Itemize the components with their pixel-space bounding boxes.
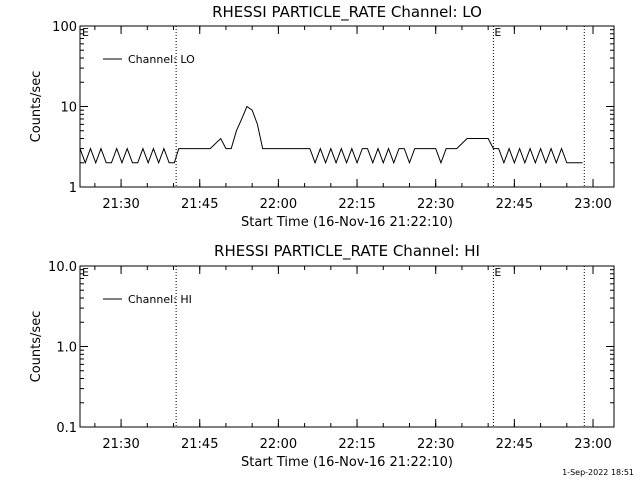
timestamp-label: 1-Sep-2022 18:51 <box>562 468 634 477</box>
y-tick-label: 1 <box>69 181 77 196</box>
x-tick-label: 21:30 <box>102 437 139 452</box>
y-tick-label: 10.0 <box>48 260 77 275</box>
y-tick-label: 100 <box>52 20 77 35</box>
x-axis-label: Start Time (16-Nov-16 21:22:10) <box>241 215 453 230</box>
corner-flag-label: E <box>82 266 89 279</box>
x-tick-label: 22:15 <box>338 197 375 212</box>
x-tick-label: 22:00 <box>260 437 297 452</box>
x-tick-label: 23:00 <box>574 437 611 452</box>
y-tick-label: 1.0 <box>56 341 77 356</box>
x-tick-label: 21:30 <box>102 197 139 212</box>
chart-title: RHESSI PARTICLE_RATE Channel: HI <box>214 242 480 261</box>
y-tick-label: 0.1 <box>56 421 77 436</box>
x-axis-label: Start Time (16-Nov-16 21:22:10) <box>241 455 453 470</box>
x-tick-label: 22:00 <box>260 197 297 212</box>
chart-panel-1: RHESSI PARTICLE_RATE Channel: LO 21:30 21:… <box>29 3 615 230</box>
chart-panel-2: RHESSI PARTICLE_RATE Channel: HI 21:30 21:… <box>29 242 615 470</box>
x-tick-label: 21:45 <box>181 197 218 212</box>
x-tick-label: 22:30 <box>417 197 454 212</box>
legend-entry: Channel: HI <box>128 293 192 306</box>
y-axis-label: Counts/sec <box>29 311 44 383</box>
chart-title: RHESSI PARTICLE_RATE Channel: LO <box>212 3 482 22</box>
y-axis-label: Counts/sec <box>29 71 44 143</box>
series-line-channel-lo <box>79 105 583 165</box>
y-tick-label: 10 <box>60 101 77 116</box>
x-tick-label: 23:00 <box>574 197 611 212</box>
x-tick-label: 22:45 <box>496 437 533 452</box>
corner-flag-label: E <box>82 26 89 39</box>
x-tick-label: 21:45 <box>181 437 218 452</box>
x-tick-label: 22:15 <box>338 437 375 452</box>
plot-frame <box>79 265 615 428</box>
x-tick-label: 22:45 <box>496 197 533 212</box>
event-marker-label: E <box>494 26 501 39</box>
legend-entry: Channel: LO <box>128 53 195 66</box>
x-tick-label: 22:30 <box>417 437 454 452</box>
event-marker-label: E <box>494 266 501 279</box>
